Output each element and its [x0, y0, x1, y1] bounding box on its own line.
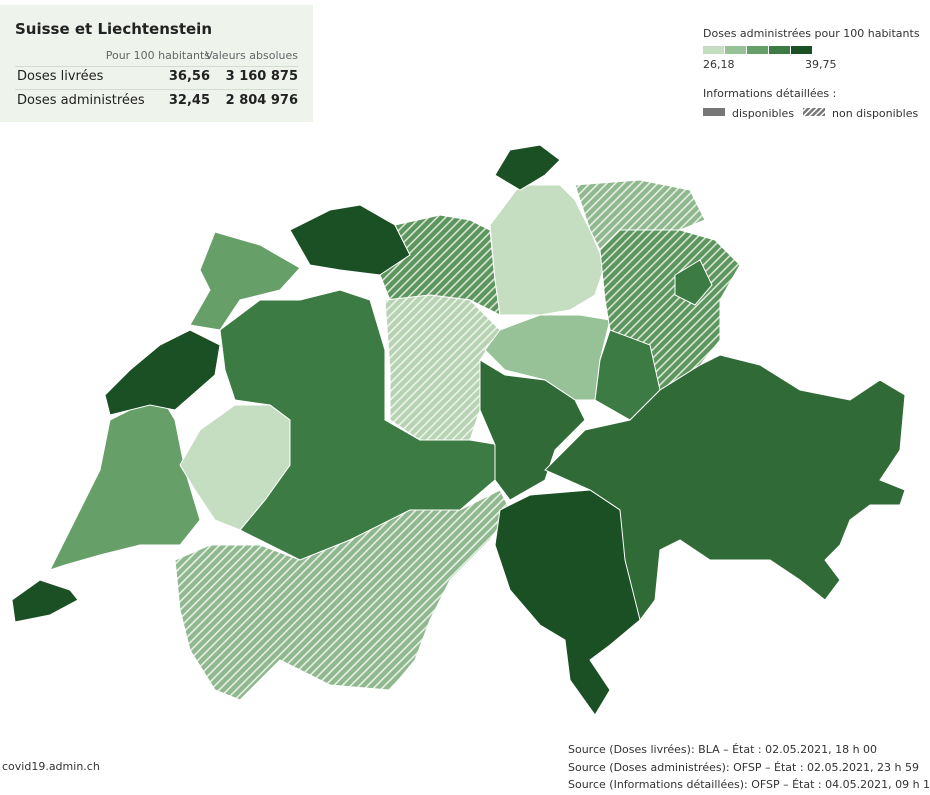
canton	[174, 489, 511, 701]
map	[11, 144, 906, 716]
row-value: 3 160 875	[225, 69, 298, 84]
canton	[179, 404, 291, 531]
legend-swatch	[703, 46, 724, 54]
row-label: Doses administrées	[17, 93, 145, 108]
canton	[49, 394, 201, 571]
summary-box: Suisse et Liechtenstein Pour 100 habitan…	[0, 5, 313, 122]
source: Source (Informations détaillées): OFSP –…	[568, 778, 930, 791]
legend-swatch	[791, 46, 812, 54]
details-title: Informations détaillées :	[703, 87, 837, 100]
canton	[379, 214, 501, 316]
legend-swatch	[747, 46, 768, 54]
legend-min: 26,18	[703, 58, 735, 71]
separator	[15, 89, 298, 90]
row-value: 36,56	[168, 69, 210, 84]
summary-title: Suisse et Liechtenstein	[15, 20, 212, 38]
cantons	[11, 144, 906, 716]
details-swatches	[703, 108, 825, 116]
unavailable-swatch	[803, 108, 825, 116]
canton	[544, 354, 906, 622]
separator	[15, 66, 298, 67]
source: Source (Doses administrées): OFSP – État…	[568, 761, 919, 774]
column-header: Valeurs absolues	[205, 49, 298, 62]
canton	[289, 204, 411, 276]
row-value: 32,45	[168, 93, 210, 108]
canton	[479, 359, 586, 501]
canton	[11, 579, 79, 623]
column-header: Pour 100 habitants	[105, 49, 210, 62]
legend-max: 39,75	[805, 58, 837, 71]
available-swatch	[703, 108, 725, 116]
unavailable-label: non disponibles	[832, 107, 919, 120]
canton	[489, 184, 606, 316]
available-label: disponibles	[732, 107, 795, 120]
canton	[494, 144, 561, 191]
row-label: Doses livrées	[17, 69, 104, 84]
canton	[104, 329, 221, 416]
site-name: covid19.admin.ch	[2, 760, 100, 773]
legend-title: Doses administrées pour 100 habitants	[703, 27, 920, 40]
legend-swatch	[769, 46, 790, 54]
canton	[494, 489, 641, 716]
source: Source (Doses livrées): BLA – État : 02.…	[568, 743, 878, 756]
canton	[189, 231, 301, 331]
canton	[674, 259, 713, 306]
legend-swatch	[725, 46, 746, 54]
row-value: 2 804 976	[225, 93, 298, 108]
